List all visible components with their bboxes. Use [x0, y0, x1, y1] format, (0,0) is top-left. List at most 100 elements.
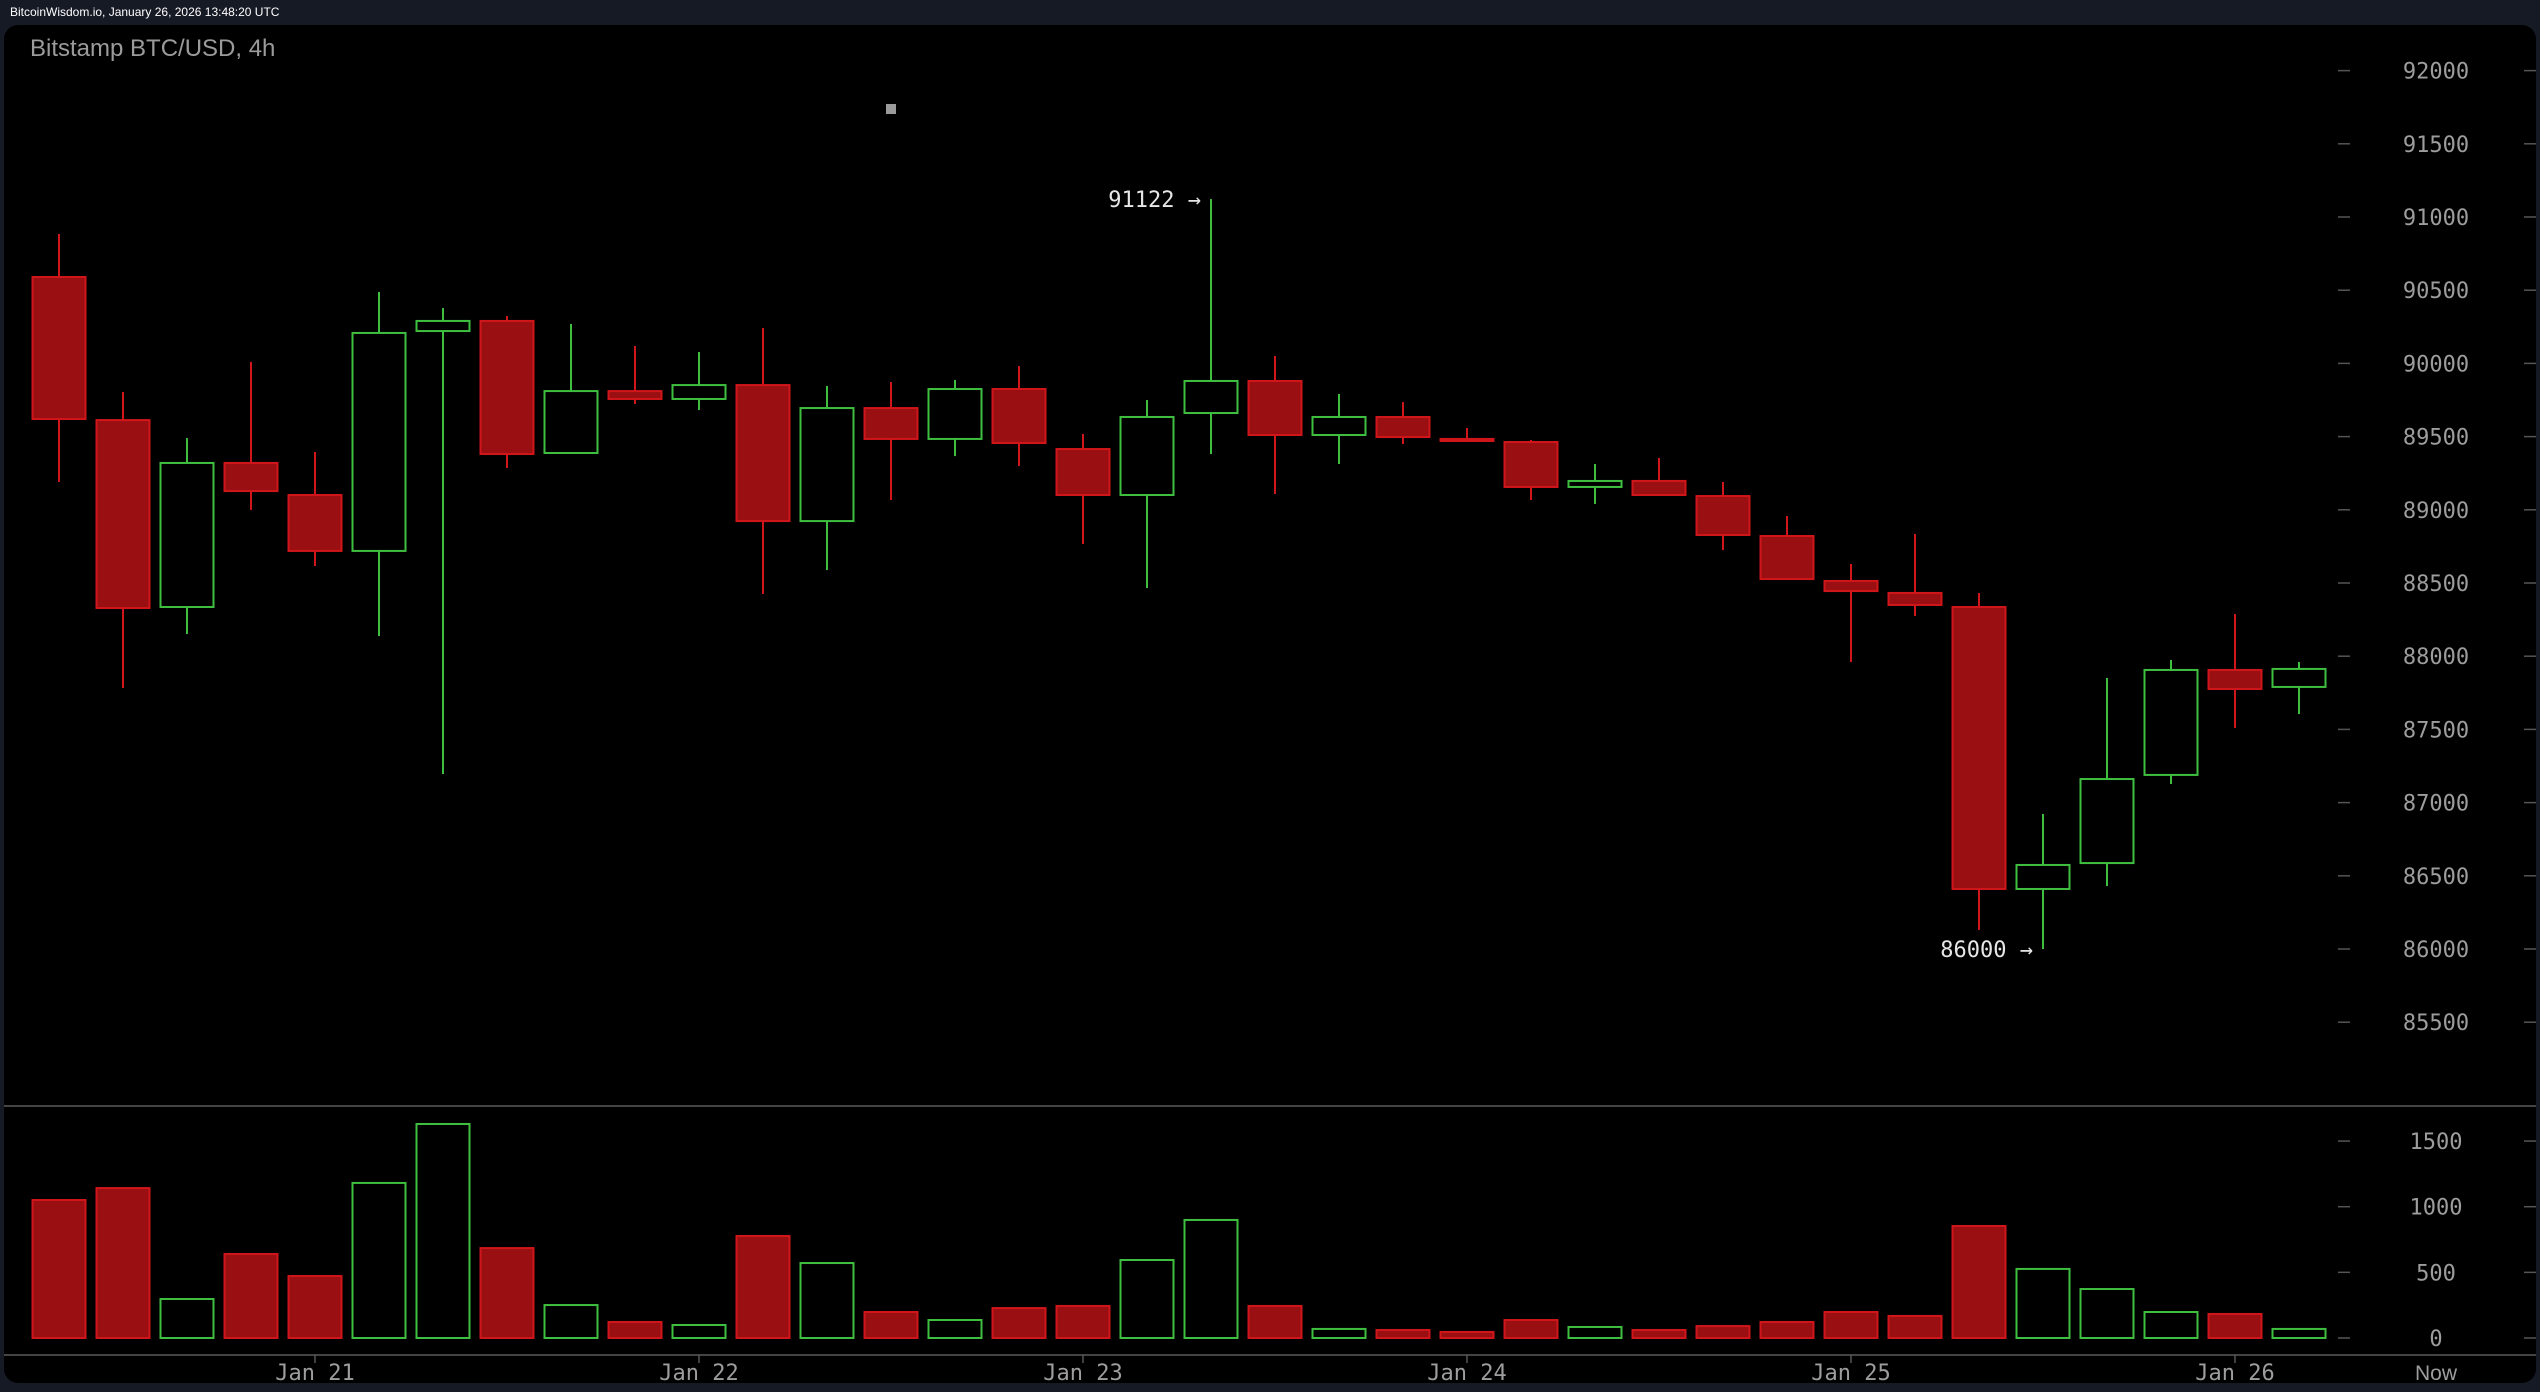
volume-bar-down: [1247, 1304, 1303, 1339]
volume-bar-down: [1951, 1225, 2007, 1339]
candle-body: [351, 331, 407, 552]
candle-down: [1887, 533, 1943, 616]
candle-down: [1503, 439, 1559, 500]
candlestick-chart[interactable]: 92000 91500 91000 90500 90000 89500 89000 88500…: [4, 25, 2536, 1383]
volume-bar-up: [799, 1262, 855, 1340]
candle-body: [223, 461, 279, 493]
volume-bar-down: [479, 1247, 535, 1339]
top-bar: BitcoinWisdom.io, January 26, 2026 13:48…: [0, 0, 2540, 25]
candle-down: [1439, 427, 1495, 442]
volume-bar-up: [1567, 1325, 1623, 1340]
time-tick-label: Jan 23: [1043, 1361, 1122, 1383]
candle-down: [2207, 614, 2263, 728]
chart-panel: 92000 91500 91000 90500 90000 89500 89000 88500…: [4, 25, 2536, 1383]
volume-bar-up: [927, 1319, 983, 1339]
candle-down: [735, 327, 791, 594]
candle-up: [159, 438, 215, 634]
candle-down: [1759, 515, 1815, 581]
candle-body: [1119, 415, 1175, 497]
volume-bar-down: [1631, 1328, 1687, 1340]
candle-body: [2271, 667, 2327, 688]
candle-body: [927, 388, 983, 440]
candle-up: [1119, 400, 1175, 588]
volume-bar-up: [2271, 1327, 2327, 1340]
volume-axis: 1500 1000 500 0: [4, 1105, 2536, 1352]
candle-down: [1631, 457, 1687, 497]
candle-up: [671, 351, 727, 410]
annotations-layer: 91122 → 86000 →: [1108, 188, 2033, 963]
time-tick-label: Jan 24: [1427, 1361, 1506, 1383]
volume-bar-down: [223, 1252, 279, 1340]
candles-layer: [31, 199, 2327, 949]
high-price-annotation: 91122 →: [1108, 188, 1201, 213]
candle-body: [735, 384, 791, 523]
candle-down: [287, 451, 343, 567]
volume-bar-down: [31, 1199, 87, 1339]
candle-body: [95, 419, 151, 610]
candle-body: [543, 390, 599, 454]
candle-down: [95, 391, 151, 688]
candle-body: [159, 461, 215, 609]
candle-down: [607, 345, 663, 404]
candle-body: [2079, 778, 2135, 865]
candle-body: [31, 276, 87, 421]
candle-body: [1055, 448, 1111, 497]
volume-bar-up: [415, 1122, 471, 1339]
volume-bar-up: [543, 1304, 599, 1339]
volume-bar-down: [1695, 1325, 1751, 1340]
candle-down: [1375, 402, 1431, 445]
candle-down: [31, 233, 87, 482]
volume-tick-label: 1000: [2410, 1196, 2463, 1221]
price-tick-label: 89000: [2403, 499, 2469, 524]
price-tick-label: 87000: [2403, 792, 2469, 817]
volume-bar-down: [2207, 1312, 2263, 1339]
candle-up: [415, 308, 471, 775]
candle-up: [2079, 678, 2135, 887]
volume-bar-up: [351, 1181, 407, 1339]
candle-body: [1503, 441, 1559, 488]
candle-body: [1183, 379, 1239, 415]
now-label: Now: [2415, 1362, 2458, 1383]
candle-body: [2207, 668, 2263, 690]
candle-body: [2015, 863, 2071, 890]
candle-body: [1311, 415, 1367, 436]
price-tick-label: 88000: [2403, 645, 2469, 670]
candle-up: [2271, 662, 2327, 715]
volume-bar-down: [863, 1311, 919, 1339]
candle-body: [1887, 591, 1943, 606]
candle-up: [1311, 393, 1367, 464]
time-tick-label: Jan 25: [1811, 1361, 1890, 1383]
candle-body: [479, 319, 535, 456]
price-tick-label: 87500: [2403, 718, 2469, 743]
candle-down: [1823, 563, 1879, 663]
price-tick-label: 92000: [2403, 60, 2469, 85]
chart-title: Bitstamp BTC/USD, 4h: [30, 35, 276, 62]
volume-bar-down: [735, 1234, 791, 1339]
volume-bar-up: [159, 1298, 215, 1340]
candle-body: [1439, 437, 1495, 442]
candle-down: [1695, 481, 1751, 551]
time-axis: Jan 21 Jan 22 Jan 23 Jan 24 Jan 25 Jan 26 Now: [4, 1354, 2536, 1383]
candle-body: [1759, 535, 1815, 581]
candle-body: [1375, 415, 1431, 439]
candle-body: [1695, 495, 1751, 536]
candle-down: [863, 381, 919, 500]
candle-up: [927, 379, 983, 457]
candle-down: [1247, 355, 1303, 494]
candle-up: [799, 385, 855, 570]
candle-body: [991, 388, 1047, 445]
candle-body: [671, 384, 727, 400]
candle-up: [351, 291, 407, 636]
candle-down: [1951, 592, 2007, 930]
volume-bar-up: [2143, 1311, 2199, 1339]
candle-up: [2015, 814, 2071, 949]
volume-tick-label: 0: [2429, 1327, 2442, 1352]
volume-bar-down: [1055, 1304, 1111, 1339]
candle-up: [543, 324, 599, 454]
candle-down: [223, 361, 279, 510]
candle-down: [991, 366, 1047, 467]
price-tick-label: 86000: [2403, 938, 2469, 963]
candle-body: [1631, 479, 1687, 497]
candle-body: [863, 407, 919, 440]
volume-bar-up: [1311, 1327, 1367, 1340]
